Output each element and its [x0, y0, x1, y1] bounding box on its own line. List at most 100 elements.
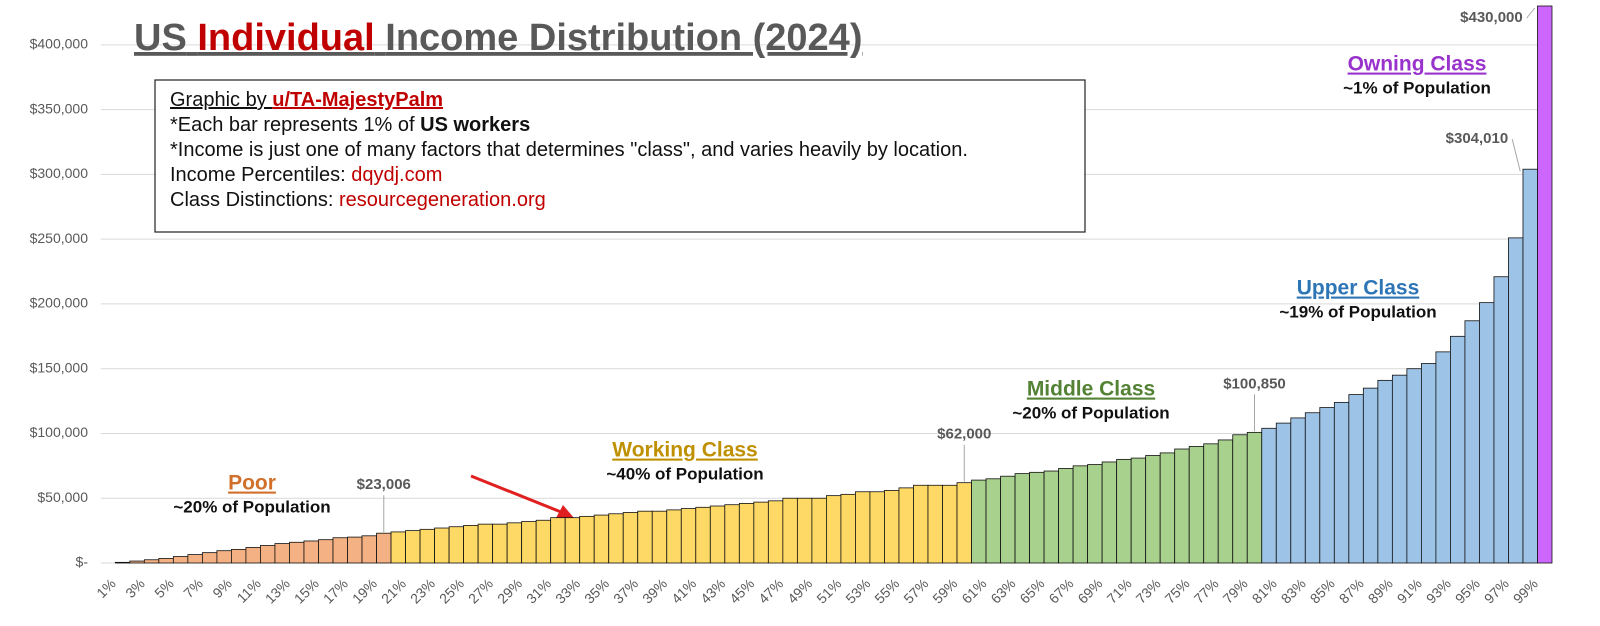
bar: [622, 512, 639, 564]
bar: [608, 513, 624, 564]
x-tick-label: 57%: [900, 575, 931, 606]
x-tick-label: 25%: [436, 575, 467, 606]
leader-line: [1526, 7, 1536, 19]
bar: [942, 484, 958, 564]
class-name: Middle Class: [1027, 378, 1155, 401]
x-tick-label: 79%: [1220, 575, 1251, 606]
x-tick-label: 69%: [1074, 575, 1105, 606]
bar: [1232, 434, 1248, 564]
bar: [318, 539, 334, 564]
y-tick-label: $250,000: [30, 230, 89, 246]
bar: [1246, 431, 1263, 564]
bar: [477, 523, 494, 564]
x-tick-label: 63%: [987, 575, 1018, 606]
bar: [724, 504, 740, 564]
x-tick-label: 15%: [291, 575, 322, 606]
bar: [448, 526, 465, 564]
bar: [1087, 464, 1103, 564]
bar: [1130, 457, 1147, 564]
x-tick-label: 43%: [697, 575, 728, 606]
bar: [1072, 465, 1089, 564]
x-tick-label: 51%: [813, 575, 844, 606]
bar: [347, 536, 363, 564]
bar: [231, 548, 247, 564]
bar: [1275, 422, 1292, 564]
bar: [201, 552, 218, 564]
x-tick-label: 5%: [151, 575, 177, 601]
chart-title: US Individual Income Distribution (2024): [134, 17, 862, 59]
x-tick-label: 91%: [1394, 575, 1425, 606]
bar: [114, 561, 131, 564]
bar: [782, 497, 798, 564]
bar: [1348, 394, 1364, 564]
title-prefix: US: [134, 17, 187, 59]
bar: [1188, 446, 1205, 564]
note-text: *Income is just one of many factors that…: [170, 139, 968, 161]
bar: [1391, 374, 1408, 564]
x-tick-label: 53%: [842, 575, 873, 606]
bar: [216, 550, 232, 564]
note-emph: dqydj.com: [351, 164, 442, 186]
note-box: [154, 79, 1086, 233]
bar: [1101, 461, 1118, 564]
bar: [376, 532, 392, 564]
bar: [1290, 417, 1306, 564]
bar: [434, 527, 450, 564]
leader-line: [1511, 139, 1521, 172]
bar: [1319, 407, 1335, 564]
x-tick-label: 21%: [378, 575, 409, 606]
bar: [260, 545, 276, 564]
note: Class Distinctions: resourcegeneration.o…: [170, 189, 546, 211]
bar: [390, 531, 406, 564]
x-tick-label: 81%: [1249, 575, 1280, 606]
x-tick-label: 35%: [581, 575, 612, 606]
value-label: $100,850: [1223, 375, 1286, 392]
title-rest: Income Distribution (2024): [385, 17, 862, 59]
x-tick-label: 9%: [209, 575, 235, 601]
note-emph: u/TA-MajestyPalm: [272, 89, 443, 111]
bar: [463, 525, 479, 564]
bar: [1043, 470, 1059, 564]
note: *Each bar represents 1% of US workers: [170, 114, 530, 136]
class-share: ~20% of Population: [1012, 403, 1169, 422]
y-tick-label: $300,000: [30, 165, 89, 181]
x-tick-label: 41%: [668, 575, 699, 606]
bar: [579, 515, 595, 564]
class-share: ~1% of Population: [1343, 78, 1491, 97]
x-tick-label: 55%: [871, 575, 902, 606]
bar: [811, 497, 827, 564]
y-tick-label: $100,000: [30, 424, 89, 440]
bar: [332, 537, 348, 564]
bar: [1000, 475, 1016, 564]
notes: Graphic by u/TA-MajestyPalm *Each bar rep…: [170, 89, 968, 211]
bar: [361, 535, 377, 564]
x-tick-label: 23%: [407, 575, 438, 606]
x-tick-label: 29%: [494, 575, 525, 606]
bar: [303, 540, 319, 564]
bar: [695, 506, 711, 564]
x-tick-label: 37%: [610, 575, 641, 606]
x-tick-label: 83%: [1278, 575, 1309, 606]
bar: [419, 528, 435, 564]
bar: [1508, 237, 1524, 564]
bar: [1217, 439, 1234, 564]
class-name: Working Class: [612, 439, 757, 462]
note-text: *Each bar represents 1% of: [170, 114, 420, 136]
bar: [1522, 168, 1538, 564]
bar: [245, 547, 261, 564]
note-emph: US workers: [420, 114, 530, 136]
x-tick-label: 89%: [1365, 575, 1396, 606]
bar: [898, 487, 914, 564]
y-tick-label: $350,000: [30, 100, 89, 116]
bar: [405, 530, 421, 564]
x-tick-label: 67%: [1045, 575, 1076, 606]
bar: [143, 559, 160, 564]
bar: [913, 484, 929, 564]
bar: [1174, 448, 1190, 564]
bar: [1435, 351, 1451, 564]
x-tick-label: 47%: [755, 575, 786, 606]
bar: [680, 508, 697, 564]
bar: [1014, 473, 1030, 564]
bar: [564, 517, 581, 564]
note-text: Income Percentiles:: [170, 164, 351, 186]
